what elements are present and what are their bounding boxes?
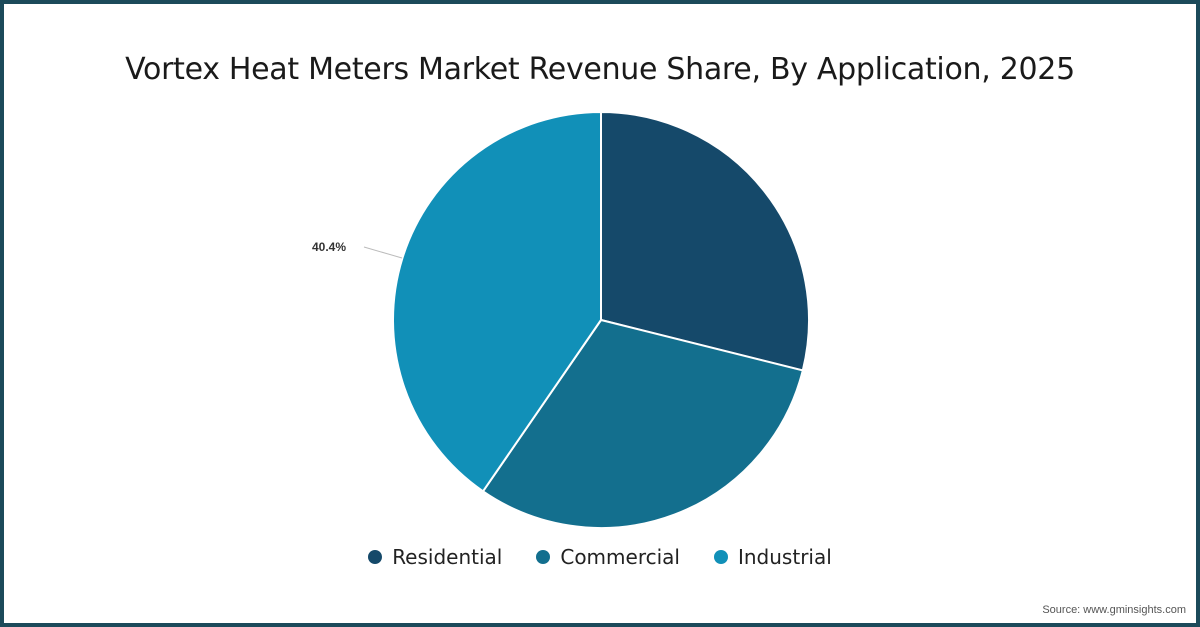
source-note: Source: www.gminsights.com xyxy=(1042,604,1186,616)
legend: Residential Commercial Industrial xyxy=(0,545,1200,569)
legend-item-industrial[interactable]: Industrial xyxy=(713,545,832,569)
chart-title: Vortex Heat Meters Market Revenue Share,… xyxy=(125,52,1075,87)
industrial-data-label: 40.4% xyxy=(312,240,347,254)
pie-slice-industrial[interactable] xyxy=(392,110,602,493)
commercial-dot-icon xyxy=(536,550,551,564)
pie-slice-residential[interactable] xyxy=(600,110,810,372)
legend-label: Commercial xyxy=(560,545,680,569)
residential-dot-icon xyxy=(368,550,383,564)
pie-slice-commercial[interactable] xyxy=(481,318,804,529)
legend-label: Industrial xyxy=(737,545,832,569)
legend-item-residential[interactable]: Residential xyxy=(368,545,502,569)
legend-label: Residential xyxy=(392,545,503,569)
legend-item-commercial[interactable]: Commercial xyxy=(536,545,680,569)
industrial-dot-icon xyxy=(713,550,728,564)
label-leader-line xyxy=(363,246,403,259)
